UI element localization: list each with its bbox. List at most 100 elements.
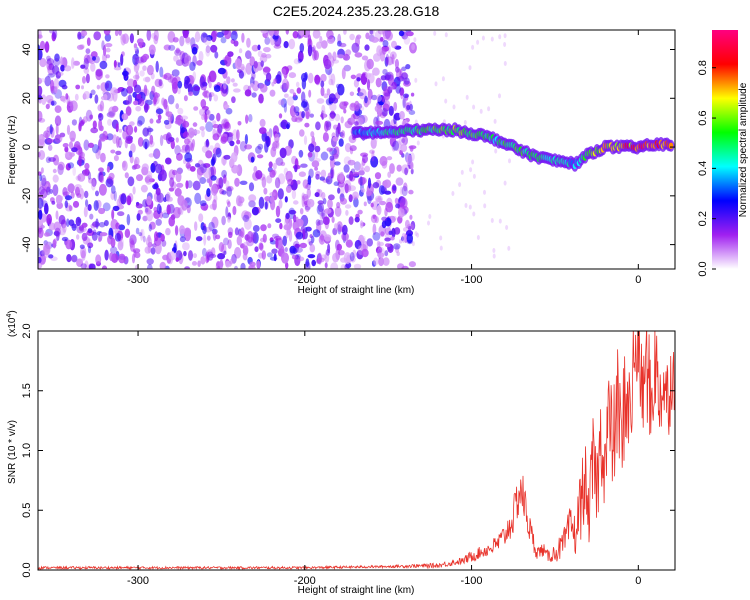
noise-cell (277, 71, 282, 81)
noise-cell (81, 85, 84, 90)
noise-cell (374, 195, 383, 203)
noise-cell (93, 31, 101, 41)
noise-cell (274, 177, 281, 189)
noise-cell (283, 69, 288, 79)
noise-cell (348, 185, 356, 192)
noise-cell (311, 160, 320, 168)
noise-cell (305, 111, 310, 120)
noise-cell (49, 30, 54, 34)
noise-cell (97, 104, 103, 112)
noise-cell (246, 37, 251, 48)
noise-cell (168, 187, 175, 192)
noise-cell (149, 221, 156, 230)
noise-cell (141, 163, 149, 172)
noise-cell (62, 143, 69, 148)
noise-cell (313, 50, 319, 61)
noise-cell (53, 221, 62, 232)
noise-cell (185, 37, 192, 45)
noise-cell (356, 34, 362, 40)
noise-cell (460, 169, 464, 175)
noise-cell (261, 250, 266, 260)
noise-cell (121, 87, 128, 97)
noise-cell (126, 195, 132, 206)
noise-cell (136, 93, 142, 100)
noise-cell (45, 103, 50, 110)
noise-cell (321, 40, 328, 49)
noise-cell (468, 65, 472, 71)
noise-cell (251, 92, 257, 98)
noise-cell (259, 127, 267, 135)
x-tick-label: -200 (294, 274, 316, 286)
noise-cell (273, 253, 277, 262)
colorbar-tick-label: 0.8 (697, 60, 709, 75)
noise-cell (38, 85, 43, 96)
noise-cell (47, 98, 55, 106)
noise-cell (405, 64, 411, 70)
noise-cell (334, 223, 338, 230)
noise-cell (64, 146, 69, 153)
noise-cell (159, 66, 164, 78)
noise-cell (167, 76, 174, 83)
noise-cell (297, 256, 305, 262)
noise-cell (358, 176, 366, 186)
noise-cell (161, 239, 167, 247)
noise-cell (301, 111, 305, 119)
noise-cell (428, 214, 432, 219)
noise-cell (81, 232, 88, 242)
noise-cell (71, 223, 77, 231)
noise-cell (297, 50, 304, 63)
noise-cell (129, 121, 135, 126)
spectrogram-cells (38, 30, 675, 269)
noise-cell (136, 174, 143, 182)
noise-cell (370, 202, 374, 208)
noise-cell (366, 58, 374, 70)
noise-cell (344, 183, 349, 194)
noise-cell (336, 221, 343, 232)
noise-cell (155, 150, 161, 158)
noise-cell (320, 86, 325, 97)
noise-cell (110, 149, 116, 154)
noise-cell (132, 54, 140, 60)
noise-cell (298, 171, 306, 177)
noise-cell (283, 41, 289, 49)
noise-cell (273, 44, 282, 49)
noise-cell (139, 70, 145, 77)
noise-cell (363, 201, 367, 207)
noise-cell (251, 206, 259, 216)
noise-cell (234, 58, 242, 70)
noise-cell (248, 200, 256, 208)
noise-cell (339, 171, 344, 184)
noise-cell (51, 200, 56, 205)
noise-cell (212, 120, 217, 125)
noise-cell (220, 36, 227, 44)
noise-cell (165, 157, 172, 165)
noise-cell (44, 203, 49, 215)
noise-cell (333, 146, 340, 155)
noise-cell (57, 161, 65, 171)
noise-cell (57, 163, 64, 176)
noise-cell (374, 216, 379, 224)
noise-cell (216, 128, 222, 138)
noise-cell (118, 253, 126, 264)
noise-cell (382, 40, 389, 48)
noise-cell (123, 68, 127, 79)
noise-cell (296, 218, 304, 227)
noise-cell (174, 49, 182, 56)
noise-cell (392, 185, 397, 191)
snr-panel: -300 -200 -100 0 0.0 0.5 1.0 1.5 2.0 Height of … (6, 310, 676, 596)
noise-cell (405, 219, 410, 229)
noise-cell (201, 114, 205, 121)
noise-cell (238, 48, 243, 54)
noise-cell (46, 58, 52, 71)
noise-cell (98, 221, 106, 228)
noise-cell (284, 247, 288, 253)
noise-cell (299, 43, 305, 53)
noise-cell (146, 125, 152, 136)
noise-cell (300, 101, 308, 108)
noise-cell (77, 31, 82, 40)
noise-cell (55, 210, 59, 220)
noise-cell (414, 231, 418, 237)
noise-cell (315, 79, 320, 86)
noise-cell (301, 192, 306, 201)
noise-cell (99, 232, 108, 237)
